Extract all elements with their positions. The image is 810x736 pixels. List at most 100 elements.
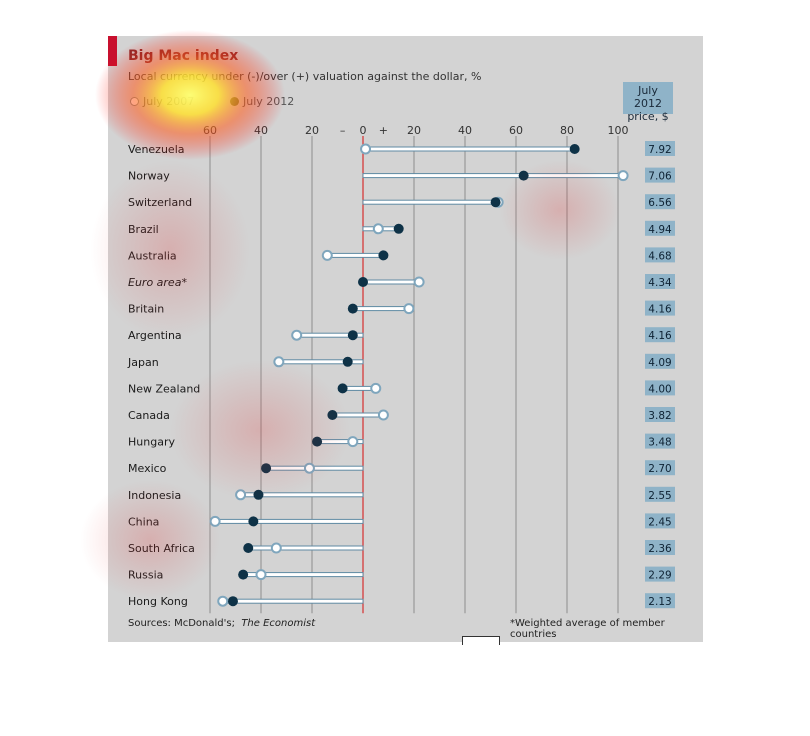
- country-label: Britain: [128, 303, 164, 316]
- country-label: Hong Kong: [128, 595, 188, 608]
- sources-publication: The Economist: [241, 618, 316, 629]
- price-box: [645, 274, 675, 289]
- price-box: [645, 380, 675, 396]
- price-box: [645, 141, 675, 156]
- price-box: [645, 433, 675, 449]
- connector-bar: [362, 199, 499, 205]
- marker-2007: [360, 143, 372, 155]
- price-value: 4.09: [648, 357, 671, 369]
- marker-2012: [518, 170, 529, 181]
- footnote: *Weighted average of member countries: [510, 618, 665, 640]
- x-tick-label: 20: [305, 124, 319, 137]
- marker-2012: [312, 436, 323, 447]
- x-tick-label: 60: [509, 124, 523, 137]
- marker-2007: [372, 223, 384, 235]
- price-box: [645, 353, 675, 369]
- price-header-line-2: price, $: [627, 110, 669, 123]
- connector-bar: [362, 173, 624, 179]
- minus-sign-label: –: [340, 124, 346, 137]
- x-tick-label: 40: [254, 124, 268, 137]
- price-box: [645, 513, 675, 529]
- marker-2012: [253, 489, 264, 500]
- price-value: 2.55: [648, 490, 671, 502]
- connector-bar: [331, 412, 384, 418]
- price-value: 4.34: [648, 277, 672, 289]
- price-value: 7.92: [648, 144, 671, 156]
- connector-bar: [362, 146, 576, 152]
- marker-2007: [270, 542, 282, 554]
- price-value: 2.45: [648, 516, 671, 528]
- marker-2007: [255, 569, 267, 581]
- price-value: 7.06: [648, 171, 672, 183]
- marker-2012: [243, 543, 254, 553]
- country-label: Australia: [128, 249, 177, 262]
- connector-bar: [362, 279, 420, 285]
- marker-2012: [378, 250, 389, 261]
- price-box: [645, 540, 675, 555]
- country-label: Mexico: [128, 462, 167, 475]
- marker-2007: [273, 356, 285, 368]
- connector-bar: [326, 252, 384, 258]
- price-box: [645, 460, 675, 476]
- connector-bar: [214, 518, 364, 524]
- price-value: 4.94: [648, 224, 672, 236]
- price-value: 4.00: [648, 383, 671, 395]
- marker-2012: [248, 516, 259, 527]
- price-value: 2.29: [648, 570, 671, 582]
- price-box: [645, 247, 675, 263]
- price-value: 2.13: [648, 596, 671, 608]
- country-label: Venezuela: [128, 143, 185, 156]
- marker-2007: [377, 409, 389, 421]
- marker-2012: [393, 223, 404, 234]
- price-box: [645, 220, 675, 236]
- marker-2007: [370, 382, 382, 394]
- x-tick-label: 100: [608, 124, 629, 137]
- country-label: Canada: [128, 409, 170, 422]
- marker-2007: [347, 436, 359, 448]
- connector-bar: [352, 306, 410, 312]
- country-label: Argentina: [128, 329, 182, 342]
- x-tick-label: 20: [407, 124, 421, 137]
- sources-label: Sources: McDonald's;: [128, 618, 235, 629]
- marker-2012: [569, 144, 580, 154]
- price-value: 2.36: [648, 543, 672, 555]
- price-value: 6.56: [648, 197, 672, 209]
- country-label: Russia: [128, 569, 163, 582]
- country-label: Brazil: [128, 223, 159, 236]
- marker-2012: [490, 197, 501, 208]
- price-header-line-1: July 2012: [634, 84, 662, 110]
- country-label: South Africa: [128, 542, 195, 555]
- country-label: China: [128, 515, 159, 528]
- marker-2007: [209, 515, 221, 527]
- price-box: [645, 593, 675, 609]
- country-label: Norway: [128, 170, 170, 183]
- country-label: Euro area*: [128, 276, 187, 289]
- marker-2012: [327, 410, 338, 420]
- marker-2012: [337, 383, 348, 394]
- price-value: 4.16: [648, 304, 672, 316]
- marker-2012: [347, 330, 358, 341]
- country-label: Japan: [127, 356, 159, 369]
- marker-2007: [403, 303, 415, 315]
- plot-area: 60 40 20 0 20 40 60 80 100 – + Venezuela 7.92 Norway 7…: [127, 124, 675, 614]
- marker-2007: [321, 249, 333, 261]
- marker-2012: [358, 277, 368, 287]
- big-mac-chart: Big Mac index Local currency under (-)/o…: [108, 36, 703, 642]
- marker-2007: [217, 595, 229, 607]
- marker-2012: [347, 303, 358, 314]
- marker-2007: [617, 170, 629, 182]
- marker-2007: [235, 489, 247, 501]
- price-box: [645, 167, 675, 183]
- marker-2012: [261, 463, 272, 474]
- marker-2007: [291, 329, 303, 341]
- price-box: [645, 194, 675, 210]
- x-tick-label: 60: [203, 124, 217, 137]
- connector-bar: [247, 545, 364, 551]
- price-value: 3.48: [648, 437, 671, 449]
- connector-bar: [222, 598, 364, 604]
- marker-2012: [342, 356, 353, 367]
- price-box: [645, 300, 675, 316]
- price-box: [645, 407, 675, 422]
- x-tick-label: 0: [360, 124, 367, 137]
- price-box: [645, 566, 675, 582]
